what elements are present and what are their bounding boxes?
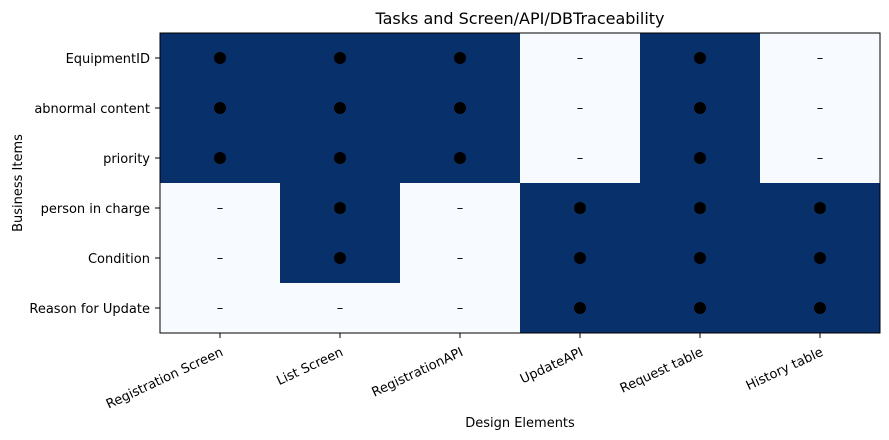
- marker-dot: [574, 252, 586, 264]
- marker-dash: –: [457, 301, 464, 316]
- marker-dot: [334, 102, 346, 114]
- heatmap-cell: [520, 133, 641, 184]
- x-tick-label: List Screen: [274, 345, 345, 389]
- marker-dot: [814, 202, 826, 214]
- marker-dot: [694, 302, 706, 314]
- marker-dash: –: [577, 151, 584, 166]
- x-tick-label: Registration Screen: [104, 345, 226, 412]
- marker-dot: [334, 52, 346, 64]
- heatmap-cell: [400, 233, 521, 284]
- heatmap-cell: [520, 33, 641, 84]
- heatmap-cell: [160, 233, 281, 284]
- heatmap-cell: [400, 183, 521, 234]
- x-tick-label: RegistrationAPI: [370, 345, 466, 400]
- heatmap-cell: [760, 133, 881, 184]
- marker-dot: [334, 252, 346, 264]
- marker-dot: [694, 252, 706, 264]
- marker-dot: [574, 302, 586, 314]
- heatmap-cell: [160, 183, 281, 234]
- marker-dash: –: [217, 251, 224, 266]
- y-tick-label: person in charge: [41, 202, 150, 217]
- y-axis: EquipmentID abnormal content priority perso…: [29, 52, 160, 317]
- marker-dot: [214, 102, 226, 114]
- y-tick-label: EquipmentID: [66, 52, 150, 67]
- marker-dot: [214, 52, 226, 64]
- y-tick-label: Condition: [88, 252, 150, 267]
- marker-dot: [814, 252, 826, 264]
- marker-dash: –: [577, 101, 584, 116]
- heatmap-cell: [760, 83, 881, 134]
- marker-dash: –: [817, 51, 824, 66]
- heatmap-cell: [400, 283, 521, 334]
- x-tick-label: Request table: [618, 345, 706, 397]
- plot-frame: [159, 32, 881, 334]
- y-tick-label: priority: [103, 152, 150, 167]
- y-tick-label: Reason for Update: [29, 302, 150, 317]
- x-axis: Registration Screen List Screen Registrati…: [104, 333, 826, 412]
- marker-dot: [454, 52, 466, 64]
- marker-dash: –: [217, 201, 224, 216]
- marker-dot: [334, 202, 346, 214]
- x-tick-label: History table: [744, 345, 826, 394]
- marker-dash: –: [337, 301, 344, 316]
- marker-dash: –: [817, 101, 824, 116]
- marker-dot: [454, 102, 466, 114]
- marker-dot: [694, 152, 706, 164]
- marker-dash: –: [457, 201, 464, 216]
- marker-dot: [694, 202, 706, 214]
- heatmap-cell: [280, 283, 401, 334]
- marker-dot: [694, 102, 706, 114]
- marker-dash: –: [817, 151, 824, 166]
- marker-dash: –: [217, 301, 224, 316]
- chart-title: Tasks and Screen/API/DBTraceability: [374, 9, 664, 28]
- y-tick-label: abnormal content: [34, 102, 150, 117]
- marker-dot: [214, 152, 226, 164]
- marker-dot: [574, 202, 586, 214]
- marker-dot: [694, 52, 706, 64]
- x-axis-label: Design Elements: [465, 416, 575, 431]
- heatmap-cell: [520, 83, 641, 134]
- y-axis-label: Business Items: [11, 134, 26, 232]
- marker-dot: [814, 302, 826, 314]
- x-tick-label: UpdateAPI: [518, 345, 586, 387]
- marker-dash: –: [457, 251, 464, 266]
- marker-dot: [334, 152, 346, 164]
- marker-dot: [454, 152, 466, 164]
- heatmap-cells: [160, 33, 881, 334]
- cell-markers: – – – – – – – – – – – – –: [214, 51, 826, 316]
- heatmap-cell: [760, 33, 881, 84]
- marker-dash: –: [577, 51, 584, 66]
- heatmap-cell: [160, 283, 281, 334]
